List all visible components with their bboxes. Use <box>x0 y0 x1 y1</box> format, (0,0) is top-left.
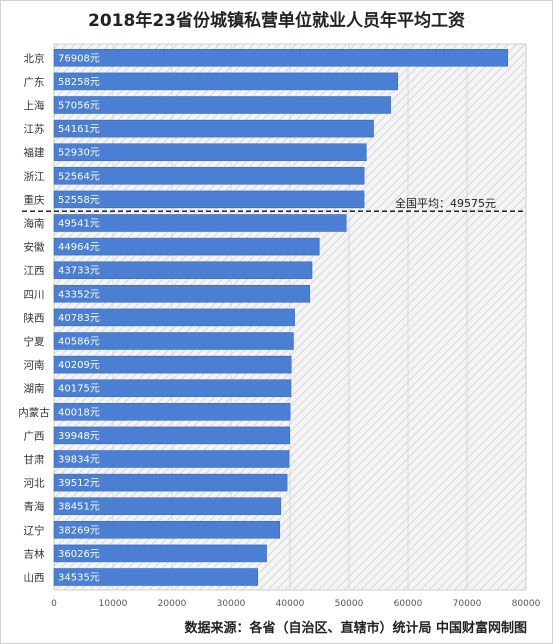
bar <box>53 497 282 515</box>
bar-value-label: 43733元 <box>58 266 100 277</box>
category-label: 广东 <box>24 75 45 88</box>
source-note: 数据来源：各省（自治区、直辖市）统计局 中国财富网制图 <box>184 621 527 636</box>
category-label: 陕西 <box>24 311 45 324</box>
x-tick-label: 10000 <box>99 599 128 609</box>
bar-value-label: 57056元 <box>58 101 100 112</box>
category-label: 内蒙古 <box>18 406 50 419</box>
bar <box>53 261 313 279</box>
bar <box>53 285 311 303</box>
bar <box>53 143 367 161</box>
category-label: 甘肃 <box>24 453 45 466</box>
bar-value-label: 58258元 <box>58 77 100 88</box>
bar-value-label: 39512元 <box>58 478 100 489</box>
bar <box>53 49 509 67</box>
category-label: 江苏 <box>24 123 45 136</box>
bar-value-label: 52558元 <box>58 195 100 206</box>
bar <box>53 568 259 586</box>
category-label: 四川 <box>24 289 45 301</box>
category-label: 重庆 <box>24 193 45 206</box>
bar-value-label: 34535元 <box>58 573 100 584</box>
category-label: 浙江 <box>24 171 45 183</box>
bar-value-label: 49541元 <box>58 219 100 230</box>
bar <box>53 403 291 421</box>
bar <box>53 167 365 185</box>
category-label: 青海 <box>24 500 45 513</box>
bar-value-label: 40209元 <box>58 360 100 371</box>
bar <box>53 308 295 327</box>
bar-value-label: 52564元 <box>58 171 100 182</box>
bar <box>53 96 391 114</box>
category-label: 宁夏 <box>24 335 45 348</box>
x-tick-label: 50000 <box>335 599 364 609</box>
bar-value-label: 39834元 <box>58 455 100 466</box>
bar-value-label: 54161元 <box>58 124 100 135</box>
category-label: 吉林 <box>24 547 45 560</box>
bar <box>53 214 347 232</box>
bar <box>53 521 281 539</box>
bar <box>53 544 267 563</box>
x-tick-label: 20000 <box>158 599 187 609</box>
bar-value-label: 36026元 <box>58 549 100 560</box>
bar-value-label: 44964元 <box>58 242 100 253</box>
category-label: 北京 <box>24 52 45 65</box>
category-label: 江西 <box>24 265 45 277</box>
bar-value-label: 40018元 <box>58 407 100 418</box>
average-label: 全国平均：49575元 <box>395 196 496 210</box>
bar <box>53 332 294 350</box>
bar-value-label: 76908元 <box>58 53 100 64</box>
category-label: 海南 <box>24 217 45 230</box>
bar-value-label: 39948元 <box>58 431 100 442</box>
category-label: 上海 <box>24 99 45 112</box>
category-label: 湖南 <box>24 382 45 395</box>
category-label: 辽宁 <box>24 524 45 537</box>
bar <box>53 426 290 445</box>
bar <box>53 72 398 91</box>
bar <box>53 237 320 256</box>
category-label: 福建 <box>24 146 45 159</box>
bar <box>53 119 374 138</box>
x-tick-label: 70000 <box>453 599 482 609</box>
bar <box>53 190 365 209</box>
category-label: 河南 <box>24 359 45 372</box>
bar-value-label: 38269元 <box>58 525 100 536</box>
bar-value-label: 43352元 <box>58 289 100 300</box>
bar-value-label: 40586元 <box>58 337 100 348</box>
bar-value-label: 40783元 <box>58 313 100 324</box>
category-label: 安徽 <box>24 241 45 254</box>
x-tick-label: 80000 <box>512 599 541 609</box>
bar <box>53 450 290 468</box>
bar-value-label: 38451元 <box>58 502 100 513</box>
x-tick-label: 0 <box>51 599 57 609</box>
bar <box>53 379 292 397</box>
category-label: 广西 <box>24 430 45 442</box>
chart-title: 2018年23省份城镇私营单位就业人员年平均工资 <box>88 11 465 31</box>
x-tick-label: 60000 <box>394 599 423 609</box>
x-tick-label: 30000 <box>217 599 246 609</box>
bar <box>53 355 292 374</box>
bar-value-label: 52930元 <box>58 148 100 159</box>
bar-value-label: 40175元 <box>58 384 100 395</box>
category-label: 山西 <box>24 572 45 584</box>
bar <box>53 473 288 492</box>
x-tick-label: 40000 <box>276 599 305 609</box>
category-label: 河北 <box>24 478 45 490</box>
